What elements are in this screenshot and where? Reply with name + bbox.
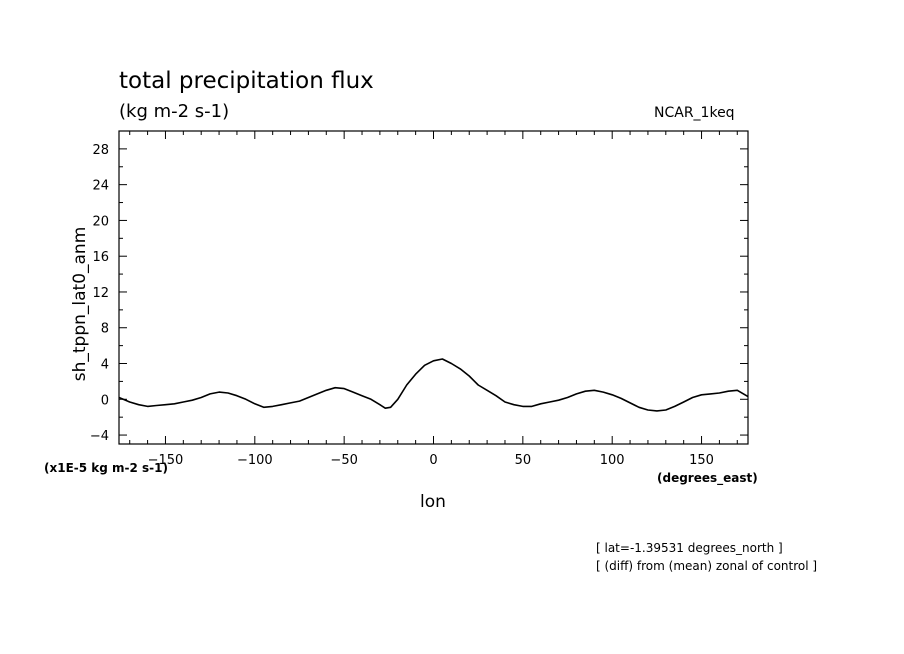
x-tick-label: −150 xyxy=(148,453,184,468)
chart-title: total precipitation flux xyxy=(119,68,374,94)
series-line xyxy=(118,358,749,412)
y-tick-label: 12 xyxy=(92,286,109,301)
chart-units: (kg m-2 s-1) xyxy=(119,101,230,122)
y-tick-label: 20 xyxy=(92,214,109,229)
x-tick-label: 100 xyxy=(600,453,625,468)
x-tick-label: 0 xyxy=(429,453,437,468)
y-tick-label: 4 xyxy=(101,358,109,373)
y-tick-label: 24 xyxy=(92,179,109,194)
x-tick-label: 50 xyxy=(515,453,532,468)
y-tick-label: 8 xyxy=(101,322,109,337)
x-tick-label: −50 xyxy=(330,453,357,468)
plot-frame xyxy=(118,130,749,445)
model-name: NCAR_1keq xyxy=(654,105,735,121)
x-axis-label: lon xyxy=(420,492,446,512)
x-axis-unit: (degrees_east) xyxy=(657,471,758,485)
difference-note: [ (diff) from (mean) zonal of control ] xyxy=(596,559,818,573)
y-tick-label: 28 xyxy=(92,143,109,158)
latitude-note: [ lat=-1.39531 degrees_north ] xyxy=(596,541,783,555)
x-tick-label: −100 xyxy=(237,453,273,468)
y-tick-label: 0 xyxy=(101,393,109,408)
x-tick-label: 150 xyxy=(689,453,714,468)
scale-note: (x1E-5 kg m-2 s-1) xyxy=(44,461,168,475)
y-tick-label: 16 xyxy=(92,250,109,265)
y-tick-label: −4 xyxy=(90,429,109,444)
